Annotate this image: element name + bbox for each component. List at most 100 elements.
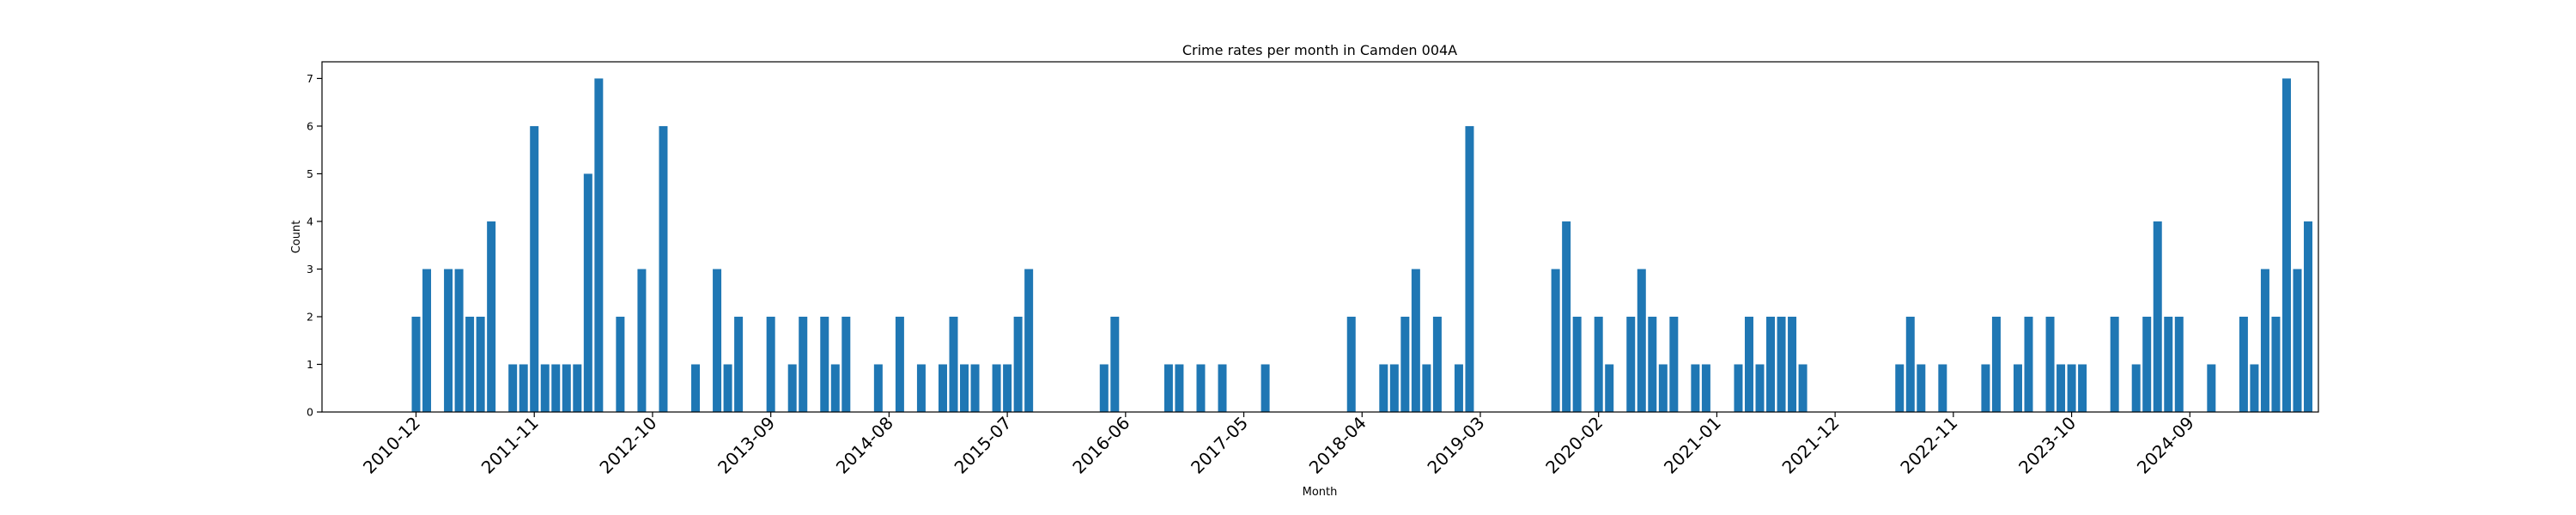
bar-98 xyxy=(1465,125,1474,412)
y-tick-label: 1 xyxy=(307,358,313,371)
bar-40 xyxy=(841,316,851,412)
x-axis-ticks: 2010-12 2011-11 2012-10 2013-09 2014-08 2015-… xyxy=(359,412,2198,478)
y-tick-label: 2 xyxy=(307,310,313,323)
bar-51 xyxy=(960,364,969,412)
x-tick-label: 2013-09 xyxy=(714,413,779,478)
bar-97 xyxy=(1454,364,1463,412)
bar-23 xyxy=(659,125,668,412)
bar-107 xyxy=(1562,221,1571,412)
bar-1 xyxy=(422,269,432,412)
bar-90 xyxy=(1379,364,1388,412)
bar-152 xyxy=(2045,316,2055,412)
bar-158 xyxy=(2110,316,2119,412)
bar-10 xyxy=(519,364,528,412)
x-tick-label: 2021-12 xyxy=(1778,413,1844,478)
bar-164 xyxy=(2174,316,2184,412)
bar-19 xyxy=(616,316,625,412)
bar-174 xyxy=(2281,78,2291,413)
x-tick-label: 2010-12 xyxy=(359,413,424,478)
bar-39 xyxy=(830,364,840,412)
bar-3 xyxy=(444,269,453,412)
bar-54 xyxy=(992,364,1001,412)
bar-52 xyxy=(970,364,980,412)
bar-28 xyxy=(713,269,722,412)
bar-9 xyxy=(508,364,518,412)
bar-30 xyxy=(734,316,744,412)
x-axis-label: Month xyxy=(1303,486,1338,499)
bar-55 xyxy=(1003,364,1012,412)
x-tick-label: 2015-07 xyxy=(951,413,1016,478)
bar-140 xyxy=(1917,364,1926,412)
x-tick-label: 2016-06 xyxy=(1068,413,1133,478)
x-tick-label: 2017-05 xyxy=(1187,413,1252,478)
bar-12 xyxy=(540,364,550,412)
bar-73 xyxy=(1196,364,1206,412)
x-tick-label: 2012-10 xyxy=(595,413,660,478)
bar-35 xyxy=(787,364,797,412)
bar-129 xyxy=(1798,364,1807,412)
bar-65 xyxy=(1110,316,1120,412)
bar-108 xyxy=(1572,316,1582,412)
bar-173 xyxy=(2271,316,2281,412)
x-tick-label: 2020-02 xyxy=(1541,413,1607,478)
bar-36 xyxy=(799,316,808,412)
bar-79 xyxy=(1261,364,1270,412)
y-tick-label: 6 xyxy=(307,119,313,132)
bar-106 xyxy=(1551,269,1560,412)
bar-47 xyxy=(916,364,926,412)
x-tick-label: 2018-04 xyxy=(1305,413,1370,478)
x-tick-label: 2021-01 xyxy=(1660,413,1725,478)
bar-111 xyxy=(1605,364,1614,412)
x-tick-label: 2011-11 xyxy=(477,413,543,478)
y-axis-ticks: 0 1 2 3 4 5 6 7 xyxy=(307,72,322,419)
bar-71 xyxy=(1175,364,1184,412)
bar-128 xyxy=(1788,316,1797,412)
bar-123 xyxy=(1734,364,1743,412)
bar-126 xyxy=(1766,316,1776,412)
bar-147 xyxy=(1991,316,2001,412)
bar-176 xyxy=(2304,221,2313,412)
bar-29 xyxy=(723,364,732,412)
y-tick-label: 5 xyxy=(307,167,313,180)
bar-160 xyxy=(2131,364,2141,412)
bar-4 xyxy=(454,269,464,412)
bar-14 xyxy=(562,364,571,412)
bars-group xyxy=(411,78,2313,413)
bar-16 xyxy=(583,173,592,412)
bar-93 xyxy=(1411,269,1420,412)
bar-43 xyxy=(873,364,883,412)
bar-26 xyxy=(691,364,701,412)
bar-70 xyxy=(1163,364,1173,412)
bar-33 xyxy=(766,316,775,412)
bar-142 xyxy=(1938,364,1947,412)
bar-91 xyxy=(1389,364,1399,412)
bar-139 xyxy=(1905,316,1915,412)
x-tick-label: 2024-09 xyxy=(2133,413,2198,478)
y-tick-label: 0 xyxy=(307,406,313,419)
bar-175 xyxy=(2293,269,2302,412)
bar-21 xyxy=(637,269,647,412)
plot-frame xyxy=(321,61,2319,413)
bar-170 xyxy=(2239,316,2248,412)
bar-171 xyxy=(2250,364,2259,412)
bar-0 xyxy=(411,316,421,412)
bar-38 xyxy=(820,316,829,412)
bar-64 xyxy=(1099,364,1109,412)
bar-155 xyxy=(2078,364,2087,412)
bar-149 xyxy=(2013,364,2022,412)
bar-110 xyxy=(1594,316,1603,412)
bar-15 xyxy=(573,364,582,412)
bar-163 xyxy=(2164,316,2173,412)
bar-115 xyxy=(1648,316,1657,412)
bar-119 xyxy=(1691,364,1700,412)
bar-120 xyxy=(1701,364,1710,412)
bar-162 xyxy=(2153,221,2162,412)
bar-13 xyxy=(551,364,561,412)
bar-138 xyxy=(1895,364,1905,412)
bar-113 xyxy=(1626,316,1636,412)
bar-117 xyxy=(1669,316,1679,412)
bar-57 xyxy=(1024,269,1034,412)
bar-153 xyxy=(2057,364,2066,412)
bar-116 xyxy=(1658,364,1668,412)
